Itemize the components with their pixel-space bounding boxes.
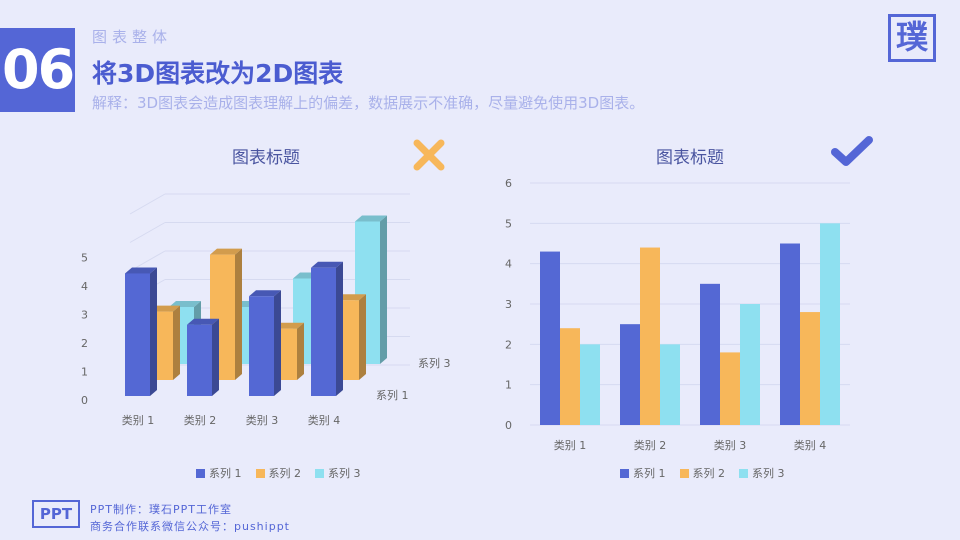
cross-icon-stroke-2 — [413, 139, 445, 171]
bar3d-side-2-3 — [297, 322, 304, 380]
floor-gridline — [129, 222, 166, 243]
bar3d-side-2-1 — [173, 305, 180, 380]
legend-swatch — [255, 468, 265, 478]
x-tick-label: 类别 3 — [714, 438, 747, 452]
page-title: 将3D图表改为2D图表 — [92, 59, 344, 88]
y-tick-label: 6 — [505, 177, 512, 190]
legend-label: 系列 2 — [268, 467, 302, 480]
y-tick-label: 3 — [81, 309, 88, 322]
bar3d-side-1-4 — [336, 261, 343, 396]
y-tick-label: 5 — [505, 217, 512, 230]
bar3d-side-1-1 — [150, 267, 157, 396]
bar-1-1 — [540, 251, 560, 425]
legend-item-series-1: 系列 1 — [620, 465, 666, 481]
legend-item-series-2: 系列 2 — [255, 465, 302, 481]
legend-item-series-2: 系列 2 — [679, 465, 726, 481]
legend-item-series-1: 系列 1 — [196, 465, 242, 481]
bar3d-side-1-3 — [274, 290, 281, 396]
right-2d-bar-chart: 0 1 2 3 4 5 6 类别 1 类别 2 类别 3 类别 4 — [505, 177, 850, 452]
bar3d-top-1-3 — [249, 290, 281, 297]
bar3d-top-1-4 — [311, 261, 343, 268]
bar3d-front-1-4 — [311, 267, 336, 396]
legend-item-series-3: 系列 3 — [739, 465, 785, 481]
right-chart-legend: 系列 1 系列 2 系列 3 — [620, 465, 785, 481]
page-subtitle: 解释：3D图表会造成图表理解上的偏差，数据展示不准确，尽量避免使用3D图表。 — [92, 94, 645, 112]
x-tick-label: 类别 1 — [122, 413, 155, 427]
bar-2-1 — [560, 328, 580, 425]
depth-axis-label: 系列 3 — [418, 356, 451, 370]
section-number-badge: 06 — [0, 28, 75, 112]
x-tick-label: 类别 4 — [308, 413, 341, 427]
bar3d-side-1-2 — [212, 318, 219, 396]
bar3d-front-1-2 — [187, 324, 212, 396]
bar-1-3 — [700, 283, 720, 425]
y-tick-label: 0 — [505, 419, 512, 432]
footer-contact: 商务合作联系微信公众号：pushippt — [90, 520, 290, 533]
y-tick-label: 3 — [505, 298, 512, 311]
legend-swatch — [620, 468, 629, 478]
x-tick-label: 类别 4 — [794, 438, 827, 452]
x-tick-label: 类别 2 — [634, 438, 667, 452]
y-tick-label: 1 — [81, 366, 88, 379]
x-tick-label: 类别 3 — [246, 413, 279, 427]
section-label: 图表整体 — [92, 28, 173, 46]
bar3d-top-2-2 — [210, 248, 242, 255]
bar-2-2 — [640, 247, 660, 425]
brand-logo: 璞 — [888, 14, 936, 62]
bar3d-top-3-1 — [169, 301, 201, 307]
bar-2-3 — [720, 352, 740, 425]
bar-2-4 — [800, 312, 820, 425]
bar3d-side-2-4 — [359, 294, 366, 380]
left-chart-title: 图表标题 — [232, 148, 300, 168]
bar-3-4 — [820, 223, 840, 425]
legend-swatch — [679, 468, 689, 478]
footer-credit: PPT制作：璞石PPT工作室 — [90, 503, 232, 516]
bar3d-top-1-2 — [187, 318, 219, 325]
y-tick-label: 2 — [505, 338, 512, 351]
left-3d-bar-chart: 0 1 2 3 4 5 类别 1 类别 2 类别 3 类别 4 系列 3 系列 1 — [81, 193, 451, 427]
y-tick-label: 4 — [81, 280, 88, 293]
bar3d-top-3-4 — [355, 215, 387, 222]
legend-label: 系列 1 — [209, 467, 242, 480]
legend-swatch — [196, 468, 205, 478]
bar-3-1 — [580, 344, 600, 425]
bar3d-side-3-4 — [380, 215, 387, 364]
y-tick-label: 4 — [505, 258, 512, 271]
legend-label: 系列 3 — [752, 467, 785, 480]
x-tick-label: 类别 2 — [184, 413, 217, 427]
y-tick-label: 1 — [505, 379, 512, 392]
depth-axis-label: 系列 1 — [376, 388, 409, 402]
cross-icon — [413, 139, 445, 171]
bar-3-2 — [660, 344, 680, 425]
bar-1-4 — [780, 243, 800, 425]
bar-1-2 — [620, 324, 640, 425]
footer-logo: PPT — [32, 500, 80, 528]
legend-swatch — [315, 468, 324, 478]
check-icon-stroke — [831, 136, 873, 166]
bar3d-front-1-3 — [249, 296, 274, 396]
bar3d-front-1-1 — [125, 273, 150, 396]
y-tick-label: 5 — [81, 252, 88, 265]
legend-item-series-3: 系列 3 — [315, 465, 361, 481]
legend-swatch — [739, 468, 748, 478]
check-icon — [831, 136, 873, 166]
floor-gridline — [129, 193, 166, 215]
bar-3-3 — [740, 304, 760, 425]
y-tick-label: 2 — [81, 337, 88, 350]
x-tick-label: 类别 1 — [554, 438, 587, 452]
legend-label: 系列 1 — [633, 467, 666, 480]
left-chart-legend: 系列 1 系列 2 系列 3 — [196, 465, 361, 481]
bar3d-side-2-2 — [235, 248, 242, 380]
legend-label: 系列 2 — [692, 467, 726, 480]
y-tick-label: 0 — [81, 394, 88, 407]
right-chart-title: 图表标题 — [656, 148, 724, 168]
bar3d-top-1-1 — [125, 267, 157, 274]
legend-label: 系列 3 — [328, 467, 361, 480]
